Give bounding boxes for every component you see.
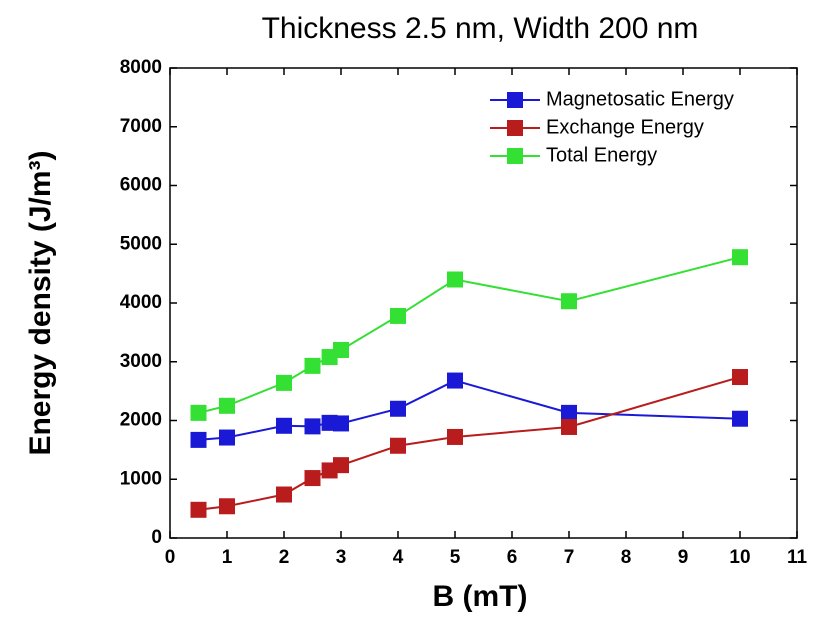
marker — [304, 357, 321, 374]
y-tick-label: 0 — [151, 527, 162, 548]
legend-marker — [507, 148, 523, 164]
y-tick-label: 4000 — [120, 292, 162, 313]
x-tick-label: 8 — [621, 547, 632, 568]
marker — [732, 410, 748, 427]
x-tick-label: 11 — [787, 547, 808, 568]
x-tick-label: 1 — [222, 547, 233, 568]
y-tick-label: 5000 — [120, 233, 162, 254]
marker — [276, 374, 292, 391]
legend-label: Total Energy — [546, 144, 657, 166]
marker — [276, 417, 292, 434]
x-axis-label: B (mT) — [433, 580, 528, 613]
marker — [390, 400, 406, 417]
x-tick-label: 4 — [393, 547, 404, 568]
marker — [732, 369, 748, 386]
marker — [190, 501, 207, 518]
marker — [732, 249, 748, 266]
marker — [333, 415, 349, 432]
x-tick-label: 10 — [729, 547, 750, 568]
legend-marker — [507, 120, 523, 136]
x-tick-label: 7 — [564, 547, 575, 568]
marker — [561, 404, 577, 421]
legend-marker — [507, 92, 523, 108]
y-tick-label: 3000 — [120, 351, 162, 372]
marker — [561, 293, 577, 310]
marker — [304, 418, 321, 435]
y-tick-label: 7000 — [120, 116, 162, 137]
y-tick-label: 8000 — [120, 57, 162, 78]
marker — [390, 307, 406, 324]
marker — [447, 428, 463, 445]
y-axis-label: Energy density (J/m³) — [24, 150, 57, 455]
y-tick-label: 1000 — [120, 468, 162, 489]
marker — [447, 271, 463, 288]
marker — [219, 397, 235, 414]
x-tick-label: 6 — [507, 547, 518, 568]
legend-label: Magnetosatic Energy — [546, 88, 734, 110]
x-tick-label: 5 — [450, 547, 461, 568]
marker — [304, 470, 321, 487]
x-tick-label: 3 — [336, 547, 347, 568]
marker — [219, 429, 235, 446]
marker — [190, 404, 207, 421]
marker — [390, 437, 406, 454]
y-tick-label: 6000 — [120, 175, 162, 196]
marker — [561, 418, 577, 435]
marker — [333, 342, 349, 358]
marker — [219, 498, 235, 515]
marker — [333, 457, 349, 474]
chart-title: Thickness 2.5 nm, Width 200 nm — [262, 12, 699, 45]
marker — [276, 486, 292, 503]
marker — [190, 431, 207, 448]
y-tick-label: 2000 — [120, 410, 162, 431]
plot-frame — [169, 67, 798, 539]
x-tick-label: 2 — [279, 547, 290, 568]
x-tick-label: 0 — [165, 547, 176, 568]
x-tick-label: 9 — [678, 547, 689, 568]
legend-label: Exchange Energy — [546, 116, 704, 138]
marker — [447, 372, 463, 389]
